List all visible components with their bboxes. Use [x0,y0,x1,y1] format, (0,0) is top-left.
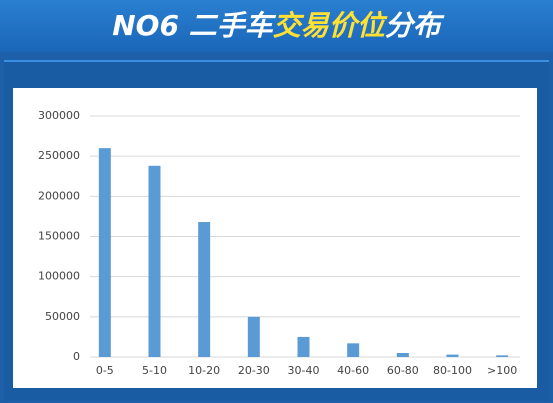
y-tick-label: 200000 [38,189,80,202]
title-part: 分布 [384,9,441,42]
bar [347,343,360,357]
title-part: NO6 二手车 [112,9,273,42]
bar [396,352,409,357]
x-tick-label: 40-60 [337,364,369,377]
x-tick-label: >100 [487,364,517,377]
y-tick-label: 150000 [38,230,80,243]
bar [496,355,509,357]
bar [98,148,111,357]
title-part: 交易价位 [272,9,385,42]
y-tick-label: 250000 [38,149,80,162]
bar [247,316,260,357]
y-tick-label: 300000 [38,109,80,122]
x-tick-label: 60-80 [387,364,419,377]
y-tick-label: 100000 [38,270,80,283]
bar [297,336,310,357]
chart-panel [13,88,537,388]
y-tick-label: 0 [73,350,80,363]
bar [198,222,211,357]
x-tick-label: 80-100 [433,364,472,377]
x-tick-label: 5-10 [142,364,167,377]
banner: NO6 二手车交易价位分布 [0,0,553,52]
x-tick-label: 20-30 [238,364,270,377]
bar [148,165,161,357]
bar [446,354,459,357]
x-tick-label: 10-20 [188,364,220,377]
x-tick-label: 0-5 [96,364,114,377]
x-tick-label: 30-40 [288,364,320,377]
y-tick-label: 50000 [45,310,80,323]
